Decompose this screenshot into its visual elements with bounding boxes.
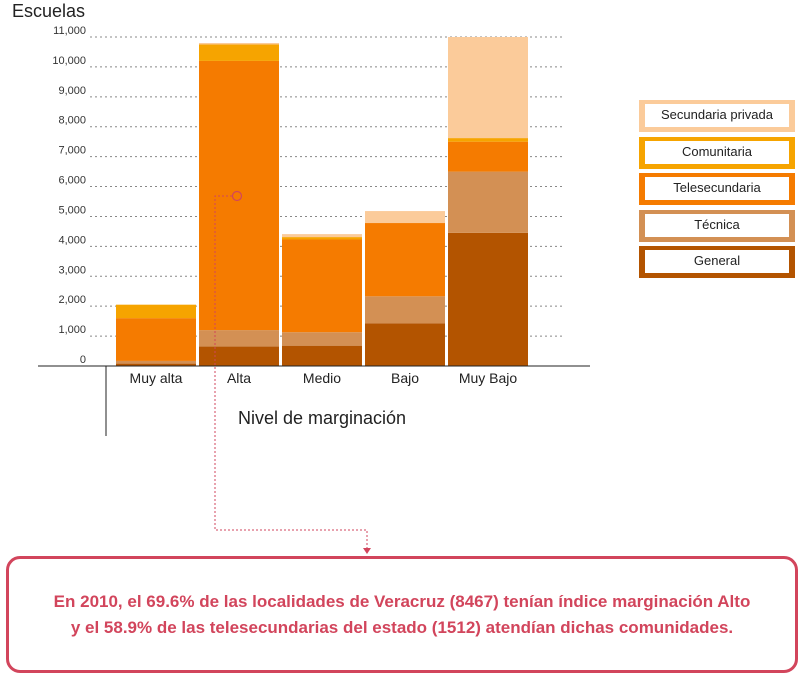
bar-segment-telesecundaria bbox=[448, 141, 528, 172]
category-label: Medio bbox=[303, 370, 341, 386]
bar-segment-secundaria-privada bbox=[282, 234, 362, 238]
y-tick-label: 0 bbox=[80, 354, 86, 366]
bar-segment-técnica bbox=[282, 332, 362, 346]
y-tick-label: 2,000 bbox=[58, 294, 86, 306]
bar-segment-comunitaria bbox=[282, 237, 362, 240]
callout-line-1: En 2010, el 69.6% de las localidades de … bbox=[53, 591, 751, 611]
y-tick-label: 1,000 bbox=[58, 324, 86, 336]
legend: Secundaria privada Comunitaria Telesecunda… bbox=[639, 100, 795, 283]
y-tick-label: 10,000 bbox=[52, 55, 86, 67]
callout-box: En 2010, el 69.6% de las localidades de … bbox=[6, 556, 798, 673]
legend-item: Telesecundaria bbox=[639, 173, 795, 205]
category-label: Muy alta bbox=[130, 370, 183, 386]
callout-pointer-arrow bbox=[363, 548, 371, 554]
y-tick-label: 9,000 bbox=[58, 85, 86, 97]
bar-segment-general bbox=[448, 232, 528, 366]
y-tick-label: 7,000 bbox=[58, 145, 86, 157]
x-axis-title: Nivel de marginación bbox=[238, 408, 406, 428]
bar-segment-secundaria-privada bbox=[365, 211, 445, 224]
bar-segment-comunitaria bbox=[116, 304, 196, 319]
y-tick-label: 4,000 bbox=[58, 234, 86, 246]
category-labels: Muy alta Alta Medio Bajo Muy Bajo bbox=[130, 370, 518, 386]
bar-segment-general bbox=[282, 345, 362, 366]
bar-segment-técnica bbox=[448, 171, 528, 233]
callout-text: En 2010, el 69.6% de las localidades de … bbox=[54, 589, 751, 641]
callout-pointer-line bbox=[214, 195, 368, 548]
bar-segment-secundaria-privada bbox=[448, 37, 528, 139]
y-tick-label: 5,000 bbox=[58, 204, 86, 216]
y-tick-label: 11,000 bbox=[53, 25, 86, 37]
bar-segment-telesecundaria bbox=[199, 60, 279, 331]
y-tick-label: 6,000 bbox=[58, 175, 86, 187]
y-axis-title: Escuelas bbox=[12, 1, 85, 21]
y-tick-label: 8,000 bbox=[58, 115, 86, 127]
legend-item: Comunitaria bbox=[639, 136, 795, 169]
bar-segment-secundaria-privada bbox=[199, 42, 279, 45]
bar-segment-comunitaria bbox=[199, 44, 279, 61]
bar-segment-técnica bbox=[365, 296, 445, 324]
bar-segment-general bbox=[365, 323, 445, 366]
bar-segment-técnica bbox=[116, 360, 196, 364]
y-tick-label: 3,000 bbox=[58, 264, 86, 276]
category-label: Muy Bajo bbox=[459, 370, 518, 386]
legend-item: Secundaria privada bbox=[639, 100, 795, 132]
legend-item: Técnica bbox=[639, 209, 795, 242]
bars bbox=[116, 37, 528, 366]
callout-pointer-marker bbox=[231, 190, 243, 202]
bar-segment-general bbox=[199, 346, 279, 366]
bar-segment-telesecundaria bbox=[116, 318, 196, 361]
bar-segment-telesecundaria bbox=[365, 223, 445, 297]
bar-segment-comunitaria bbox=[448, 138, 528, 142]
legend-item: General bbox=[639, 246, 795, 278]
category-label: Bajo bbox=[391, 370, 419, 386]
category-label: Alta bbox=[227, 370, 251, 386]
bar-segment-general bbox=[116, 363, 196, 366]
bar-segment-técnica bbox=[199, 330, 279, 347]
bar-segment-telesecundaria bbox=[282, 239, 362, 333]
y-tick-labels: 0 1,000 2,000 3,000 4,000 5,000 6,000 7,000 8,00… bbox=[52, 25, 86, 366]
callout-line-2: y el 58.9% de las telesecundarias del es… bbox=[70, 617, 734, 637]
